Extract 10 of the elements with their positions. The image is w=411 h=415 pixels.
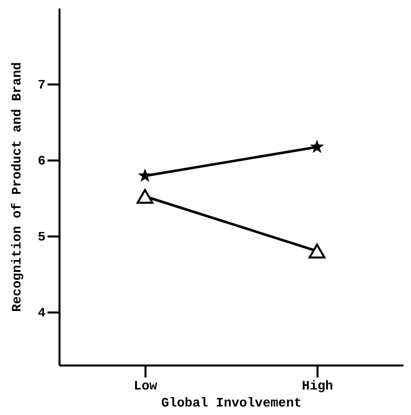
point (138, 168, 152, 182)
x-tick-label: Low (134, 378, 158, 394)
point (310, 140, 324, 154)
y-tick-label: 7 (38, 77, 46, 92)
y-axis-title: Recognition of Product and Brand (10, 62, 25, 312)
y-tick-label: 4 (38, 305, 46, 320)
x-tick-label: High (302, 378, 334, 394)
y-tick-label: 6 (38, 153, 46, 168)
y-tick-label: 5 (38, 229, 46, 244)
x-axis-title: Global Involvement (161, 396, 302, 410)
